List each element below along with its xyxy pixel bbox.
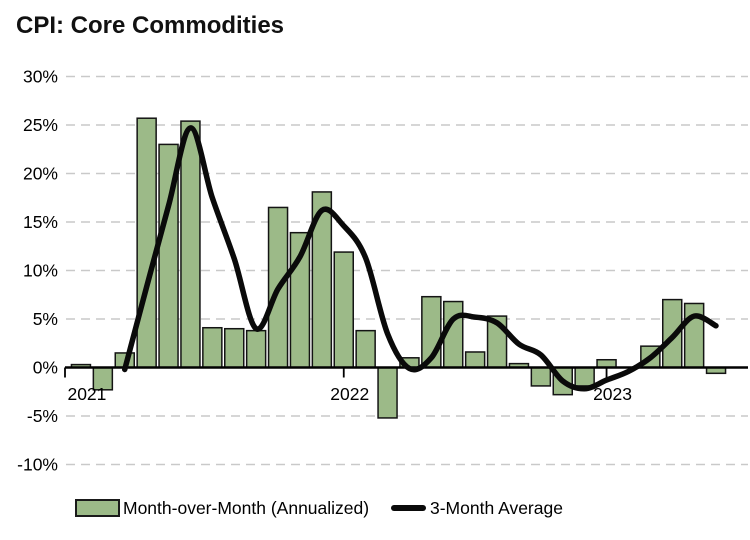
bar xyxy=(224,327,245,369)
legend-item-mom: Month-over-Month (Annualized) xyxy=(75,498,369,518)
bar xyxy=(136,117,157,369)
bar xyxy=(574,366,595,387)
bar xyxy=(683,302,705,369)
bar-series-swatch xyxy=(75,499,120,517)
legend-item-avg: 3-Month Average xyxy=(391,498,563,518)
y-axis-label: -10% xyxy=(17,455,58,475)
x-axis-label: 2023 xyxy=(593,384,632,404)
y-axis-label: -5% xyxy=(27,406,58,426)
chart-title: CPI: Core Commodities xyxy=(16,12,285,39)
y-axis-label: 0% xyxy=(33,358,58,378)
y-axis-label: 20% xyxy=(23,164,58,184)
bar xyxy=(530,366,552,387)
line-series-label: 3-Month Average xyxy=(430,497,563,518)
y-axis-label: 15% xyxy=(23,212,58,232)
y-axis-label: 5% xyxy=(33,309,58,329)
avg-line xyxy=(122,125,719,392)
x-axis-label: 2021 xyxy=(67,384,106,404)
y-axis-label: 30% xyxy=(23,67,58,87)
bar xyxy=(355,329,376,369)
bar xyxy=(377,366,398,419)
y-axis-label: 25% xyxy=(23,115,58,135)
bar xyxy=(202,326,223,369)
line-series-swatch xyxy=(391,505,426,511)
bar xyxy=(180,120,201,369)
bar-series-label: Month-over-Month (Annualized) xyxy=(123,497,370,518)
bar xyxy=(333,251,354,369)
x-axis-label: 2022 xyxy=(330,384,369,404)
y-axis-label: 10% xyxy=(23,261,58,281)
bar xyxy=(464,351,486,369)
bar xyxy=(245,329,267,369)
